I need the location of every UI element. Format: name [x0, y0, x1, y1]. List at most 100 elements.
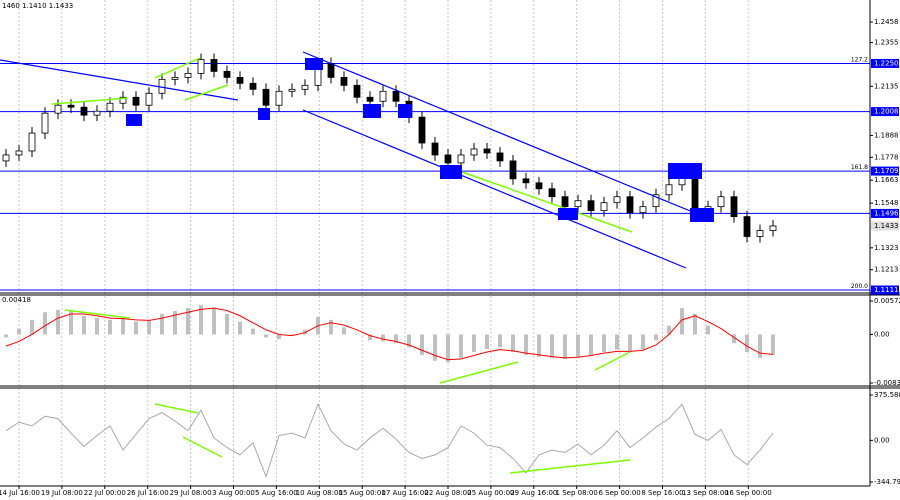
macd-bar	[160, 314, 164, 335]
candle-body	[665, 184, 673, 196]
candle-body	[600, 202, 608, 212]
candle-body	[379, 90, 387, 102]
candle-body	[496, 152, 504, 162]
macd-bar	[433, 334, 437, 361]
candle-body	[522, 178, 530, 184]
candle-body	[15, 150, 23, 156]
y-tick-label: 1.2135	[874, 82, 899, 90]
macd-bar	[576, 334, 580, 357]
channel-upper	[302, 51, 701, 216]
level-label-box	[871, 58, 899, 68]
level-tag: 200.0	[851, 283, 868, 290]
y-tick-label: 1.1663	[874, 176, 899, 184]
macd-header: 0.00418	[2, 296, 31, 304]
candle-body	[28, 132, 36, 152]
x-tick-label: 22 Jul 00:00	[84, 489, 126, 497]
divergence-line	[154, 57, 201, 79]
x-tick-label: 29 Jul 08:00	[170, 489, 212, 497]
candle-body	[457, 154, 465, 164]
level-label: 1.1111	[874, 286, 899, 294]
macd-bar	[732, 334, 736, 344]
divergence-line	[184, 84, 229, 101]
macd-bar	[225, 314, 229, 335]
signal-marker	[440, 165, 462, 179]
x-tick-label: 19 Jul 08:00	[41, 489, 83, 497]
x-tick-label: 1 Sep 08:00	[556, 489, 598, 497]
channel-lower	[302, 109, 687, 269]
divergence-line	[594, 351, 631, 371]
x-tick-label: 13 Sep 08:00	[682, 489, 729, 497]
macd-bar	[719, 334, 723, 335]
divergence-line	[509, 459, 631, 474]
signal-marker	[398, 104, 412, 118]
candle-body	[171, 76, 179, 80]
level-label: 1.2008	[874, 108, 899, 116]
candle-body	[67, 104, 75, 108]
candle-body	[691, 174, 699, 212]
macd-bar	[82, 315, 86, 335]
x-tick-label: 8 Sep 16:00	[641, 489, 683, 497]
macd-bar	[264, 334, 268, 338]
macd-bar	[615, 334, 619, 350]
x-tick-label: 25 Aug 00:00	[467, 489, 514, 497]
macd-bar	[407, 334, 411, 348]
macd-bar	[446, 334, 450, 363]
candle-body	[353, 84, 361, 98]
divergence-line	[64, 309, 131, 319]
x-tick-label: 5 Aug 16:00	[255, 489, 298, 497]
candle-body	[327, 63, 335, 78]
macd-bar	[745, 334, 749, 352]
level-tag: 127.2	[851, 56, 868, 63]
signal-marker	[690, 208, 714, 222]
candle-body	[769, 225, 777, 231]
candle-body	[41, 112, 49, 134]
candle-body	[418, 116, 426, 144]
candle-body	[210, 59, 218, 72]
macd-bar	[56, 309, 60, 335]
candle-body	[509, 160, 517, 180]
macd-bar	[550, 334, 554, 358]
trend-line	[0, 59, 239, 101]
y-tick-label: -0.00831	[874, 379, 900, 387]
candle-body	[236, 76, 244, 84]
candle-body	[626, 196, 634, 214]
candle-body	[483, 148, 491, 154]
y-tick-label: 1.1548	[874, 199, 899, 207]
macd-bar	[17, 328, 21, 335]
macd-bar	[420, 334, 424, 355]
level-label: 1.1496	[874, 209, 899, 217]
macd-bar	[121, 318, 125, 335]
macd-bar	[602, 334, 606, 352]
level-label-box	[871, 285, 899, 295]
divergence-line	[461, 171, 633, 233]
macd-bar	[4, 334, 8, 338]
signal-marker	[363, 104, 381, 118]
candle-body	[548, 188, 556, 198]
x-tick-label: 26 Jul 16:00	[127, 489, 169, 497]
macd-bar	[368, 334, 372, 341]
macd-bar	[303, 329, 307, 335]
macd-bar	[329, 319, 333, 335]
divergence-line	[182, 436, 223, 458]
macd-bar	[212, 307, 216, 335]
ohlc-header: 1460 1.1410 1.1433	[2, 2, 73, 10]
candle-body	[262, 88, 270, 106]
x-tick-label: 6 Sep 00:00	[598, 489, 640, 497]
candle-body	[184, 72, 192, 78]
x-tick-label: 10 Aug 08:00	[296, 489, 343, 497]
candle-body	[756, 230, 764, 237]
candle-body	[366, 96, 374, 102]
signal-marker	[558, 208, 578, 220]
candle-body	[2, 154, 10, 162]
y-tick-label: -344.798	[874, 478, 900, 486]
grid	[18, 0, 749, 486]
level-tag: 161.8	[851, 164, 868, 171]
y-tick-label: 1.1778	[874, 153, 899, 161]
level-label: 1.2250	[874, 59, 899, 67]
candle-body	[223, 71, 231, 78]
candle-body	[93, 110, 101, 116]
candle-body	[288, 88, 296, 92]
y-tick-label: 375.5808	[874, 391, 900, 399]
candle-body	[730, 196, 738, 218]
